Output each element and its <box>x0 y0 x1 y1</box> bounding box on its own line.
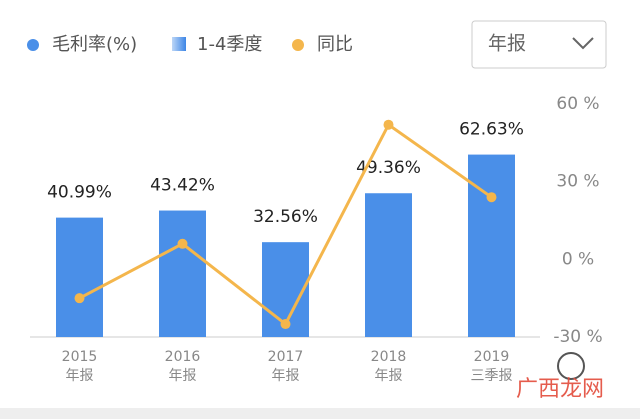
x-tick-sublabel: 年报 <box>169 368 197 384</box>
y2-tick-label: -30 % <box>553 327 602 347</box>
scroll-icon <box>557 352 585 380</box>
bar-value-label: 43.42% <box>150 176 215 196</box>
bottom-strip <box>0 408 640 419</box>
x-tick-sublabel: 年报 <box>66 368 94 384</box>
x-tick-label: 2019 <box>474 349 510 365</box>
x-tick-label: 2016 <box>165 349 201 365</box>
legend-marker <box>292 39 304 51</box>
period-select-label[interactable]: 年报 <box>488 33 526 55</box>
line-point <box>383 119 394 130</box>
bar-value-label: 32.56% <box>253 207 318 227</box>
bar-value-label: 62.63% <box>459 120 524 140</box>
x-tick-label: 2018 <box>371 349 407 365</box>
x-tick-sublabel: 年报 <box>272 368 300 384</box>
legend-marker <box>27 39 39 51</box>
period-select[interactable] <box>471 20 607 69</box>
x-tick-label: 2015 <box>62 349 98 365</box>
bar <box>159 210 206 337</box>
line-point <box>280 319 291 330</box>
legend-label: 1-4季度 <box>197 34 262 55</box>
legend-marker <box>172 37 186 51</box>
line-point <box>486 192 497 203</box>
line-point <box>74 293 85 304</box>
x-tick-sublabel: 年报 <box>375 368 403 384</box>
watermark: 广西龙网 <box>516 377 604 402</box>
x-tick-sublabel: 三季报 <box>471 368 513 384</box>
y2-tick-label: 0 % <box>562 249 594 269</box>
legend-label: 同比 <box>317 34 353 55</box>
bar <box>56 217 103 337</box>
y2-tick-label: 30 % <box>556 172 599 192</box>
legend-label: 毛利率(%) <box>52 34 137 55</box>
dropdown-arrow <box>572 37 594 50</box>
line-point <box>177 238 188 249</box>
y2-tick-label: 60 % <box>556 94 599 114</box>
bar-value-label: 49.36% <box>356 158 421 178</box>
bar-value-label: 40.99% <box>47 183 112 203</box>
bar <box>365 193 412 337</box>
bar <box>468 154 515 337</box>
x-tick-label: 2017 <box>268 349 304 365</box>
